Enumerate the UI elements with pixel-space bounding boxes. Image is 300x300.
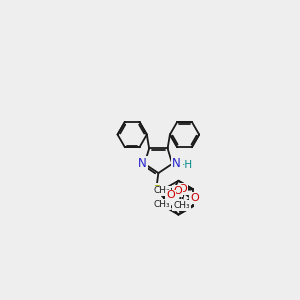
Text: O: O	[173, 186, 182, 196]
Text: O: O	[173, 200, 182, 210]
Text: CH₃: CH₃	[153, 200, 170, 209]
Text: O: O	[166, 190, 175, 200]
Text: O: O	[178, 184, 187, 194]
Text: O: O	[190, 193, 199, 203]
Text: N: N	[172, 157, 181, 170]
Text: ·H: ·H	[182, 160, 194, 170]
Text: S: S	[152, 184, 160, 197]
Text: CH₃: CH₃	[153, 186, 170, 195]
Text: N: N	[138, 157, 147, 170]
Text: CH₃: CH₃	[174, 201, 190, 210]
